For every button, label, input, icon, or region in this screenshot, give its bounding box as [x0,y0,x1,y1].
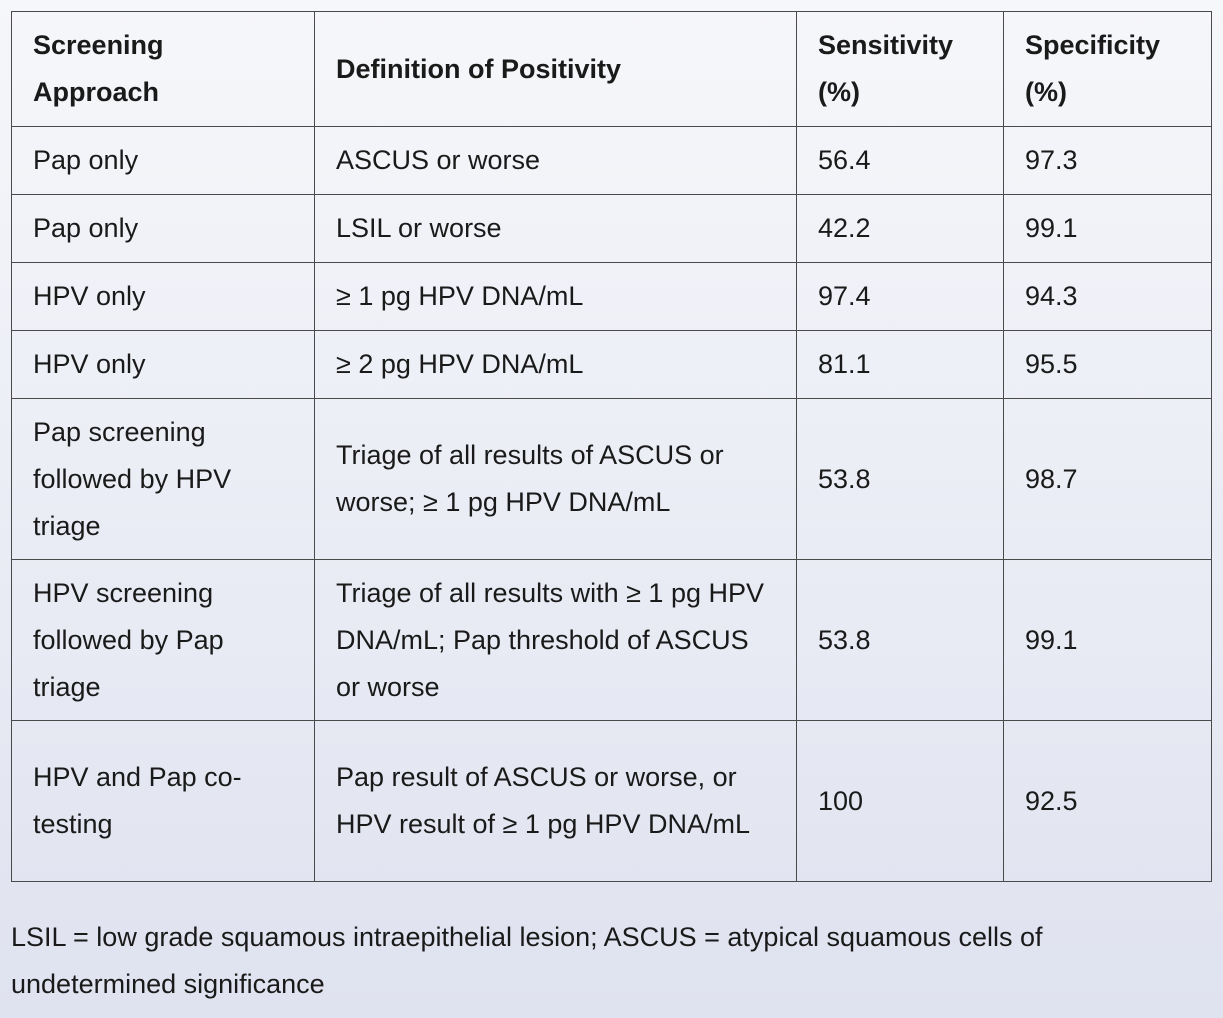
cell-sensitivity: 100 [796,720,1004,882]
cell-approach: HPV and Pap co-testing [11,720,315,882]
table-row: Pap only LSIL or worse 42.2 99.1 [11,194,1212,263]
table-footnote: LSIL = low grade squamous intraepithelia… [11,922,1043,999]
cell-sensitivity: 81.1 [796,330,1004,399]
table-row: Pap only ASCUS or worse 56.4 97.3 [11,126,1212,195]
cell-approach: Pap only [11,126,315,195]
cell-definition: Pap result of ASCUS or worse, or HPV res… [314,720,797,882]
screening-table-container: Screening Approach Definition of Positiv… [11,11,1212,882]
header-definition-of-positivity: Definition of Positivity [314,11,797,127]
table-row: HPV only ≥ 2 pg HPV DNA/mL 81.1 95.5 [11,330,1212,399]
cell-sensitivity: 53.8 [796,398,1004,560]
cell-definition: Triage of all results with ≥ 1 pg HPV DN… [314,559,797,721]
cell-approach: HPV screening followed by Pap triage [11,559,315,721]
cell-sensitivity: 53.8 [796,559,1004,721]
cell-definition: ASCUS or worse [314,126,797,195]
cell-approach: Pap screening followed by HPV triage [11,398,315,560]
cell-approach: HPV only [11,330,315,399]
cell-specificity: 99.1 [1003,559,1212,721]
table-header-row: Screening Approach Definition of Positiv… [11,11,1212,127]
cell-definition: LSIL or worse [314,194,797,263]
cell-specificity: 92.5 [1003,720,1212,882]
table-row: HPV only ≥ 1 pg HPV DNA/mL 97.4 94.3 [11,262,1212,331]
table-row: HPV and Pap co-testing Pap result of ASC… [11,720,1212,882]
cell-specificity: 94.3 [1003,262,1212,331]
header-specificity: Specificity (%) [1003,11,1212,127]
cell-definition: ≥ 2 pg HPV DNA/mL [314,330,797,399]
cell-definition: ≥ 1 pg HPV DNA/mL [314,262,797,331]
cell-specificity: 97.3 [1003,126,1212,195]
cell-sensitivity: 56.4 [796,126,1004,195]
table-row: HPV screening followed by Pap triage Tri… [11,559,1212,721]
header-screening-approach: Screening Approach [11,11,315,127]
screening-table: Screening Approach Definition of Positiv… [11,11,1212,882]
table-row: Pap screening followed by HPV triage Tri… [11,398,1212,560]
cell-specificity: 98.7 [1003,398,1212,560]
cell-specificity: 99.1 [1003,194,1212,263]
cell-definition: Triage of all results of ASCUS or worse;… [314,398,797,560]
cell-sensitivity: 97.4 [796,262,1004,331]
cell-approach: HPV only [11,262,315,331]
cell-specificity: 95.5 [1003,330,1212,399]
header-sensitivity: Sensitivity (%) [796,11,1004,127]
cell-approach: Pap only [11,194,315,263]
cell-sensitivity: 42.2 [796,194,1004,263]
